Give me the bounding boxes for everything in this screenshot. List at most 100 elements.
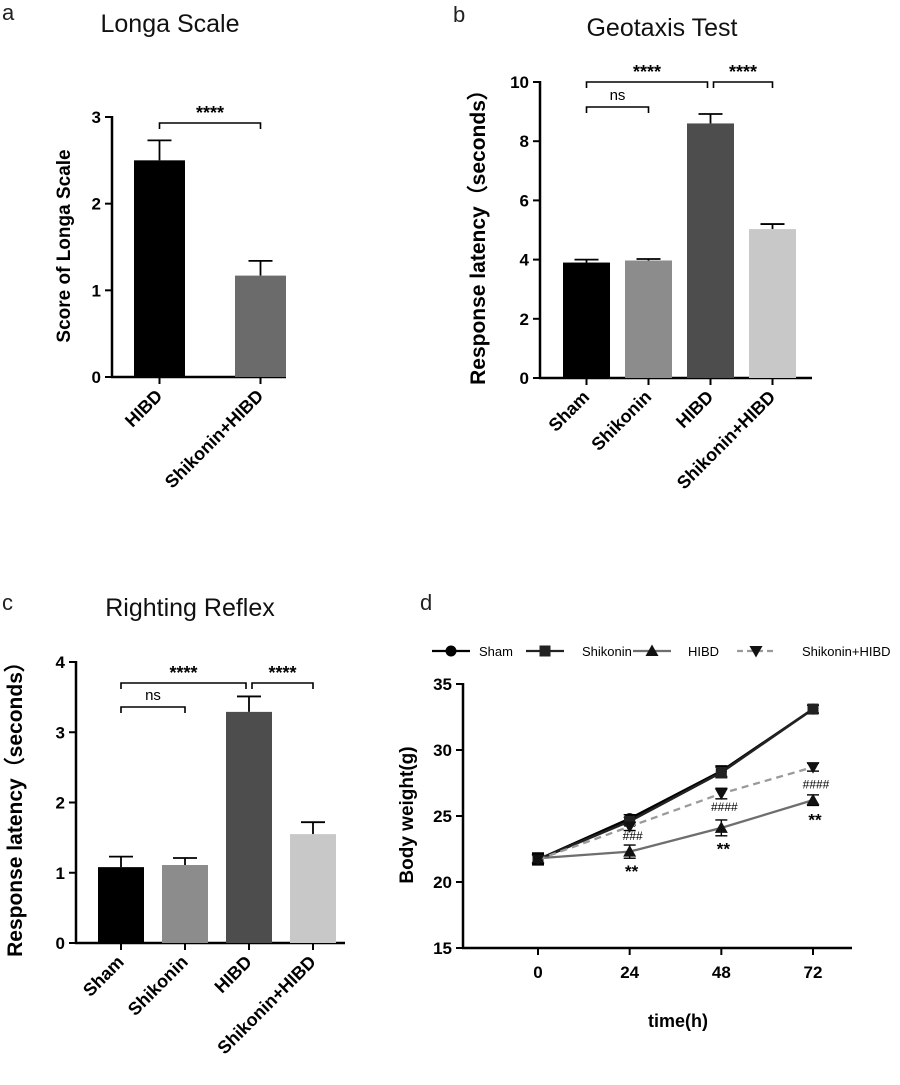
series-line-shikonin	[537, 708, 814, 861]
significance-label: ****	[169, 663, 197, 683]
y-axis-label: Body weight(g)	[397, 746, 418, 883]
point-shikonin-hibd	[623, 821, 637, 834]
y-tick-label: 3	[92, 108, 101, 127]
point-shikonin	[807, 703, 819, 715]
y-tick-label: 10	[510, 73, 529, 92]
panel-label-c: c	[2, 590, 13, 615]
x-tick-label-shikonin: Shikonin	[124, 952, 192, 1020]
point-hibd	[714, 821, 728, 833]
legend-label-hibd: HIBD	[688, 644, 719, 659]
significance-label: ****	[633, 62, 661, 82]
panel-label-a: a	[2, 0, 15, 25]
y-axis-label: Score of Longa Scale	[54, 149, 75, 342]
legend-label-shikonin-hibd: Shikonin+HIBD	[802, 644, 891, 659]
x-tick-label-sham: Sham	[545, 387, 594, 436]
significance-bracket	[585, 81, 709, 88]
y-tick-label: 2	[520, 310, 529, 329]
significance-label: ns	[145, 687, 161, 704]
significance-hashes: ###	[623, 829, 643, 843]
point-hibd	[623, 845, 637, 857]
point-shikonin-hibd	[806, 762, 820, 774]
x-tick-label-sham: Sham	[79, 952, 128, 1001]
legend-marker-shikonin-hibd	[749, 646, 763, 658]
x-tick-label-hibd: HIBD	[121, 386, 166, 431]
x-tick-label: 72	[804, 963, 823, 982]
y-tick-label: 2	[92, 195, 101, 214]
y-tick-label: 0	[520, 369, 529, 388]
significance-bracket	[585, 106, 650, 113]
series-line-hibd	[537, 799, 814, 860]
point-shikonin-hibd	[714, 788, 728, 801]
y-tick-label: 6	[520, 191, 529, 210]
legend-marker-shikonin	[539, 645, 551, 657]
point-shikonin	[624, 815, 636, 827]
significance-stars: **	[625, 862, 639, 881]
x-tick-label-hibd: HIBD	[211, 952, 256, 997]
series-line-shikonin-hibd	[537, 766, 814, 861]
chart-body-weight: Body weight(g) time(h) 15 20 25 30 35 0 24 48 72…	[397, 644, 891, 1031]
legend-marker-sham	[445, 645, 457, 657]
y-tick-label: 2	[56, 794, 65, 813]
significance-bracket	[120, 682, 247, 689]
significance-hashes: ####	[711, 800, 738, 814]
y-tick-label: 0	[56, 934, 65, 953]
significance-hashes: ####	[803, 777, 830, 791]
x-tick-label: 24	[620, 963, 639, 982]
significance-stars: **	[717, 839, 731, 858]
significance-label: ns	[610, 87, 626, 104]
y-tick-label: 35	[433, 675, 452, 694]
point-shikonin-hibd	[531, 854, 545, 867]
y-axis-label: Response latency（seconds）	[466, 79, 490, 385]
chart-title: Geotaxis Test	[586, 14, 737, 42]
point-hibd	[806, 793, 820, 806]
bar-shikonin	[625, 260, 672, 378]
y-tick-label: 30	[433, 741, 452, 760]
significance-label: ****	[268, 663, 296, 683]
legend-label-shikonin: Shikonin	[582, 644, 632, 659]
bar-hibd	[226, 711, 272, 943]
bar-shikonin-hibd	[290, 834, 336, 943]
x-tick-label-shikonin-hibd: Shikonin+HIBD	[161, 386, 267, 492]
chart-title: Righting Reflex	[105, 594, 275, 622]
significance-label: ****	[729, 62, 757, 82]
bar-shikonin	[162, 865, 208, 943]
chart-title: Longa Scale	[100, 10, 239, 38]
chart-righting-reflex: Righting Reflex Response latency（seconds…	[3, 594, 345, 1058]
point-shikonin	[715, 766, 727, 778]
panel-label-d: d	[420, 590, 432, 615]
y-tick-label: 25	[433, 807, 452, 826]
legend-marker-hibd	[645, 644, 659, 656]
bar-hibd	[134, 160, 185, 377]
chart-geotaxis-test: Geotaxis Test Response latency（seconds） …	[466, 14, 812, 493]
significance-bracket	[712, 81, 774, 88]
y-tick-label: 20	[433, 873, 452, 892]
y-tick-label: 15	[433, 939, 452, 958]
bar-hibd	[687, 123, 734, 378]
x-axis-label: time(h)	[648, 1011, 708, 1031]
bar-sham	[563, 262, 610, 378]
panel-label-b: b	[453, 2, 465, 27]
bar-shikonin-hibd	[749, 229, 796, 378]
y-tick-label: 4	[56, 653, 66, 672]
bar-sham	[98, 867, 144, 943]
x-tick-label: 0	[533, 963, 542, 982]
x-tick-label: 48	[712, 963, 731, 982]
significance-bracket	[251, 682, 314, 689]
y-tick-label: 1	[92, 281, 101, 300]
series-line-sham	[537, 708, 814, 861]
significance-label: ****	[196, 103, 224, 123]
x-tick-label-hibd: HIBD	[672, 387, 717, 432]
chart-longa-scale: Longa Scale Score of Longa Scale 0 1 2 3 HIB…	[54, 10, 286, 492]
y-tick-label: 0	[92, 368, 101, 387]
significance-bracket	[120, 706, 186, 713]
legend-label-sham: Sham	[479, 644, 513, 659]
y-tick-label: 1	[56, 864, 65, 883]
significance-stars: **	[808, 810, 822, 829]
significance-bracket	[158, 122, 262, 129]
y-tick-label: 4	[520, 251, 530, 270]
y-tick-label: 3	[56, 723, 65, 742]
bar-shikonin-hibd	[235, 275, 286, 377]
x-tick-label-shikonin: Shikonin	[587, 387, 655, 455]
y-tick-label: 8	[520, 132, 529, 151]
